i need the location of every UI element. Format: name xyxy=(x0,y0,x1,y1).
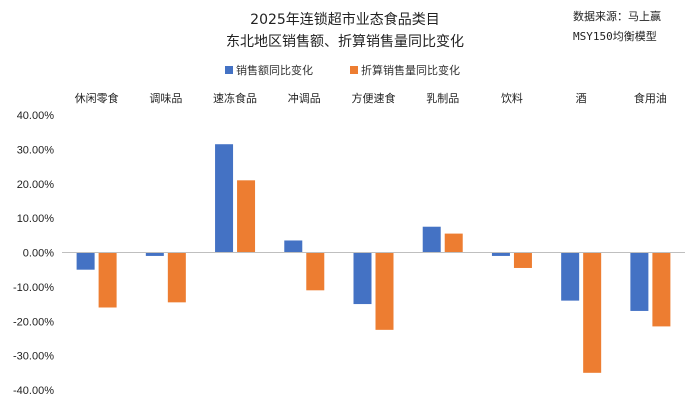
bar-series-0 xyxy=(630,252,649,311)
category-label: 调味品 xyxy=(149,92,182,105)
bar-series-0 xyxy=(284,240,303,253)
bar-series-0 xyxy=(76,252,95,270)
bar-series-0 xyxy=(145,252,164,256)
bar-series-1 xyxy=(237,180,256,253)
bar-series-0 xyxy=(353,252,372,305)
bar-series-0 xyxy=(561,252,580,301)
category-label: 酒 xyxy=(576,92,587,105)
bar-series-1 xyxy=(375,252,394,330)
category-label: 乳制品 xyxy=(426,92,459,105)
bar-series-0 xyxy=(215,144,234,253)
y-tick-label: -10.00% xyxy=(13,282,54,294)
bars xyxy=(76,144,671,373)
y-tick-label: -20.00% xyxy=(13,316,54,328)
legend-swatch-series-0 xyxy=(225,66,233,74)
bar-series-1 xyxy=(652,252,671,327)
y-axis: 40.00% 30.00% 20.00% 10.00% 0.00% -10.00% -20.… xyxy=(13,110,54,397)
y-tick-label: 0.00% xyxy=(23,248,54,260)
bar-series-1 xyxy=(98,252,117,308)
y-tick-label: 10.00% xyxy=(17,213,55,225)
watermark-text: @马上赢情报站 xyxy=(551,376,649,393)
legend: 销售额同比变化 折算销售量同比变化 xyxy=(225,63,460,77)
bar-series-1 xyxy=(583,252,602,373)
bar-series-1 xyxy=(306,252,325,291)
bar-series-1 xyxy=(513,252,532,268)
category-label: 速冻食品 xyxy=(213,91,257,105)
category-label: 食用油 xyxy=(634,91,667,105)
chart-title-line-2: 东北地区销售额、折算销售量同比变化 xyxy=(226,34,464,50)
bar-series-0 xyxy=(422,226,441,253)
source-line-1: 数据来源：马上赢 xyxy=(573,9,661,23)
category-labels: 休闲零食 调味品 速冻食品 冲调品 方便速食 乳制品 饮料 酒 食用油 xyxy=(75,91,667,105)
bar-series-0 xyxy=(491,252,510,256)
legend-label-series-1: 折算销售量同比变化 xyxy=(361,63,460,77)
bar-series-1 xyxy=(444,233,463,253)
chart-title-line-1: 2025年连锁超市业态食品类目 xyxy=(250,11,440,28)
watermark: 搜狐号 @马上赢情报站 xyxy=(494,376,649,393)
y-tick-label: 20.00% xyxy=(17,179,55,191)
source-line-2: MSY150均衡模型 xyxy=(573,29,657,43)
category-label: 方便速食 xyxy=(352,91,396,105)
y-tick-label: 40.00% xyxy=(17,110,55,122)
category-label: 休闲零食 xyxy=(75,91,119,105)
bar-series-1 xyxy=(167,252,186,303)
category-label: 饮料 xyxy=(501,91,523,105)
legend-label-series-0: 销售额同比变化 xyxy=(236,63,313,77)
y-tick-label: -30.00% xyxy=(13,351,54,363)
legend-swatch-series-1 xyxy=(350,66,358,74)
watermark-brand: 搜狐号 xyxy=(494,376,536,393)
y-tick-label: -40.00% xyxy=(13,385,54,397)
category-label: 冲调品 xyxy=(288,91,321,105)
y-tick-label: 30.00% xyxy=(17,144,55,156)
